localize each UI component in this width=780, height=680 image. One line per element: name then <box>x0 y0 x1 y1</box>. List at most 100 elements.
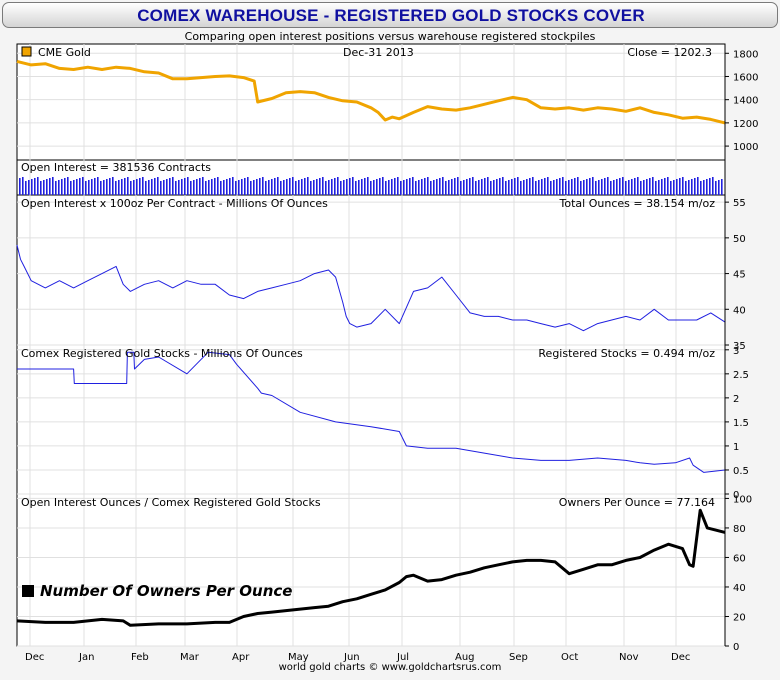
oi-bar <box>400 181 402 195</box>
oi-bar <box>550 181 552 195</box>
oi-bar <box>448 180 450 195</box>
y-tick-label: 1400 <box>733 96 758 107</box>
registered-stocks-line <box>17 351 726 473</box>
oi-bar <box>133 180 135 195</box>
oi-bar <box>226 179 228 195</box>
oi-bar <box>718 180 720 195</box>
oi-bar <box>427 177 429 195</box>
oi-bar <box>616 179 618 195</box>
oi-bar <box>262 177 264 195</box>
oi-bar <box>292 177 294 195</box>
x-tick-label: Feb <box>131 652 149 663</box>
legend-label-gold: CME Gold <box>38 46 91 59</box>
oi-bar <box>622 177 624 195</box>
x-tick-label: Nov <box>619 652 639 663</box>
oi-bar <box>523 180 525 195</box>
oi-bar <box>472 177 474 195</box>
oi-bar <box>70 181 72 195</box>
oi-bar <box>556 179 558 195</box>
oi-bar <box>94 178 96 195</box>
y-tick-label: 3 <box>733 346 739 357</box>
oi-bar <box>598 180 600 195</box>
legend-swatch-owners <box>22 585 34 597</box>
oi-bar <box>520 181 522 195</box>
oi-bar <box>355 181 357 195</box>
oi-bar <box>295 181 297 195</box>
oi-bar <box>40 181 42 195</box>
oi-bar <box>250 181 252 195</box>
oi-bar <box>451 179 453 195</box>
oi-bar <box>241 179 243 195</box>
oi-bar <box>601 179 603 195</box>
oi-bar <box>475 181 477 195</box>
registered-stocks-readout: Registered Stocks = 0.494 m/oz <box>538 347 715 360</box>
oi-bar <box>25 181 27 195</box>
y-tick-label: 2.5 <box>733 370 749 381</box>
oi-bar <box>316 179 318 195</box>
oi-bar <box>79 178 81 195</box>
oi-bar <box>121 179 123 195</box>
oi-bar <box>340 181 342 195</box>
y-tick-label: 80 <box>733 524 746 535</box>
oi-bar <box>283 180 285 195</box>
oi-bar <box>253 180 255 195</box>
oi-bar <box>607 177 609 195</box>
oi-bar <box>454 178 456 195</box>
oi-bar <box>328 180 330 195</box>
chart-title: COMEX WAREHOUSE - REGISTERED GOLD STOCKS… <box>137 6 645 25</box>
oi-bar <box>55 181 57 195</box>
oi-bar <box>181 179 183 195</box>
oi-bar <box>358 180 360 195</box>
oi-bar <box>460 181 462 195</box>
oi-bar <box>319 178 321 195</box>
oi-bar <box>124 178 126 195</box>
oi-bar <box>688 180 690 195</box>
oi-bar <box>271 179 273 195</box>
oi-bar <box>37 177 39 195</box>
oi-bar <box>61 179 63 195</box>
y-tick-label: 35 <box>733 341 746 352</box>
oi-bar <box>514 178 516 195</box>
oi-bar <box>172 177 174 195</box>
oi-bar <box>145 181 147 195</box>
oi-bar <box>619 178 621 195</box>
oi-bar <box>361 179 363 195</box>
oi-contracts-label: Open Interest = 381536 Contracts <box>21 161 211 174</box>
oi-bar <box>301 179 303 195</box>
oi-bar <box>184 178 186 195</box>
oi-bar <box>604 178 606 195</box>
oi-bar <box>715 181 717 195</box>
oi-bar <box>412 177 414 195</box>
oi-bar <box>178 180 180 195</box>
x-tick-label: Oct <box>561 652 578 663</box>
registered-stocks-label: Comex Registered Gold Stocks - Millions … <box>21 347 303 360</box>
oi-bar <box>580 181 582 195</box>
oi-bar <box>85 181 87 195</box>
oi-bar <box>481 179 483 195</box>
oi-bar <box>682 177 684 195</box>
oi-bar <box>88 180 90 195</box>
oi-bar <box>148 180 150 195</box>
oi-bar <box>508 180 510 195</box>
open-interest-line <box>16 244 726 332</box>
oi-bar <box>394 178 396 195</box>
oi-bar <box>415 181 417 195</box>
oi-bar <box>577 177 579 195</box>
oi-bar <box>157 177 159 195</box>
y-tick-label: 1 <box>733 442 739 453</box>
oi-bar <box>463 180 465 195</box>
oi-bar <box>127 177 129 195</box>
owners-per-ounce-line <box>16 508 726 627</box>
oi-bar <box>187 177 189 195</box>
y-tick-label: 100 <box>733 494 752 505</box>
oi-bar <box>19 178 21 195</box>
oi-bar <box>52 177 54 195</box>
oi-bar <box>511 179 513 195</box>
oi-bar <box>685 181 687 195</box>
oi-bar <box>397 177 399 195</box>
oi-bar <box>208 180 210 195</box>
oi-bar <box>112 177 114 195</box>
gold-price-line <box>16 59 726 125</box>
oi-bar <box>649 178 651 195</box>
